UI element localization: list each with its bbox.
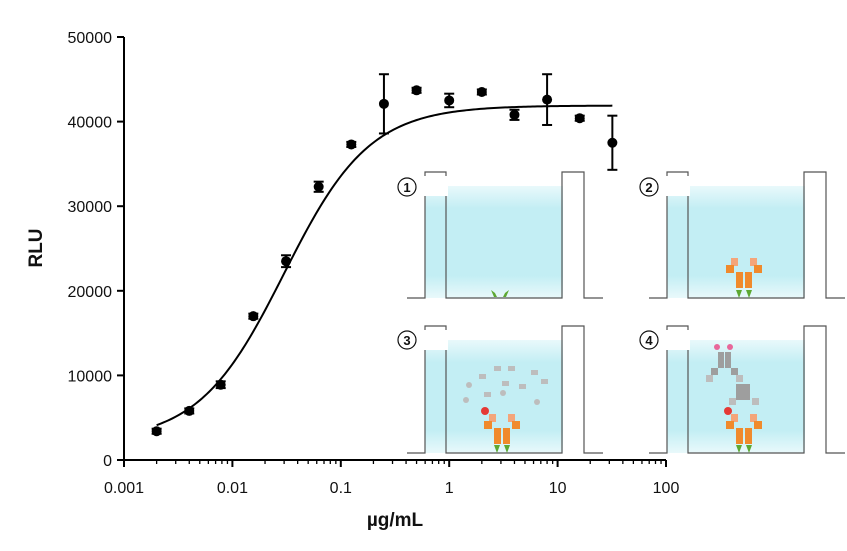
x-tick-label: 0.1 [330,480,352,497]
data-marker [151,426,162,437]
data-point [346,139,357,150]
data-point [411,85,422,96]
step-number-badge [639,177,659,197]
sandwich-complex-icon [481,407,520,453]
data-point [574,113,585,124]
axes [123,37,666,461]
x-tick-label: 0.001 [104,480,144,497]
x-tick-label: 10 [549,480,567,497]
data-marker [215,379,226,390]
y-tick-label: 40000 [68,115,113,132]
detection-antibody-icon [706,344,759,405]
data-point [248,311,259,322]
data-marker [184,405,195,416]
x-ticks: 0.001 0.01 0.1 1 10 100 [104,460,679,497]
sandwich-complex-icon [724,407,762,453]
x-tick-label: 1 [445,480,454,497]
y-ticks: 0 10000 20000 30000 40000 50000 [68,30,124,470]
y-axis-title: RLU [26,228,47,267]
assay-steps-illustration: 1 2 [397,171,845,454]
data-marker [607,137,618,148]
data-marker [281,256,292,267]
x-axis-title: µg/mL [367,510,424,531]
step-1-panel: 1 [397,171,603,299]
x-tick-label: 0.01 [217,480,248,497]
data-points [151,73,618,437]
step-number-badge [397,330,417,350]
y-tick-label: 50000 [68,30,113,47]
data-point [607,114,618,171]
step-4-panel: 4 [639,325,845,454]
antigen-icon [491,290,509,297]
y-tick-label: 10000 [68,368,113,385]
data-point [378,73,389,135]
step-2-panel: 2 [639,171,845,299]
fit-curve [156,104,613,427]
capture-antibody-icon [726,258,762,298]
data-marker [542,94,553,105]
y-tick-label: 30000 [68,199,113,216]
data-marker [346,139,357,150]
data-marker [313,181,324,192]
y-tick-label: 0 [103,453,112,470]
step-number-badge [397,177,417,197]
data-marker [509,109,520,120]
y-tick-label: 20000 [68,284,113,301]
unbound-particles-icon [463,366,548,405]
data-point [281,254,292,269]
data-marker [444,95,455,106]
data-marker [476,86,487,97]
data-point [444,92,455,109]
data-marker [574,113,585,124]
data-point [509,108,520,121]
data-marker [248,311,259,322]
data-point [151,426,162,437]
data-point [313,180,324,193]
step-3-panel: 3 [397,325,603,454]
step-number: 1 [403,180,410,195]
data-point [184,405,195,416]
step-number: 3 [403,333,410,348]
step-number: 4 [645,333,653,348]
data-point [476,86,487,97]
step-number-badge [639,330,659,350]
data-point [542,73,553,126]
data-marker [411,85,422,96]
step-number: 2 [645,180,652,195]
data-point [215,379,226,390]
x-tick-label: 100 [653,480,680,497]
data-marker [378,98,389,109]
